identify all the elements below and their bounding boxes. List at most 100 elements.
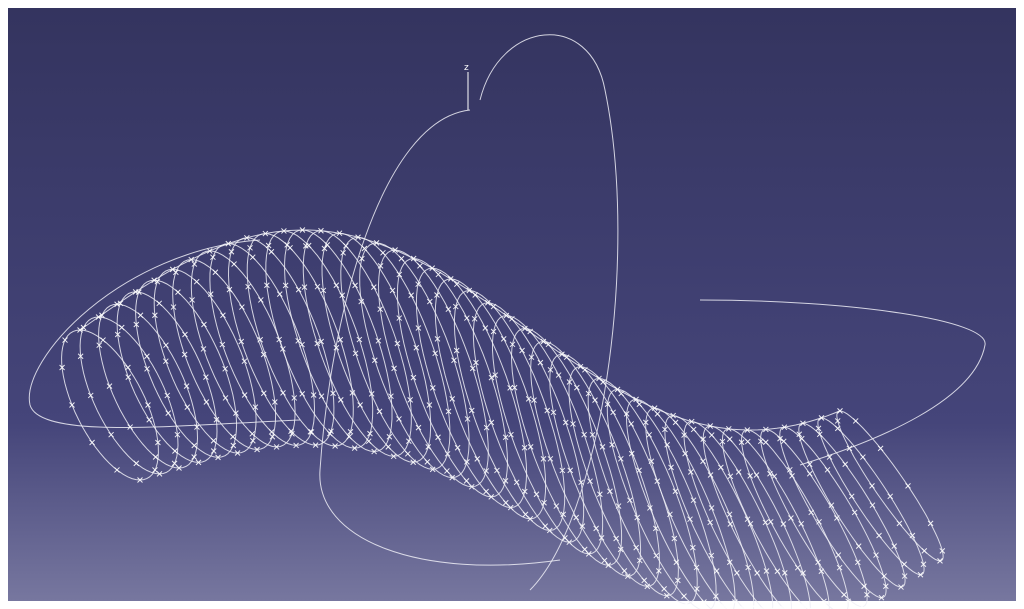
point-marker — [901, 561, 908, 568]
point-marker — [210, 437, 217, 444]
point-marker — [191, 442, 198, 449]
point-marker — [734, 570, 740, 576]
point-marker — [859, 603, 865, 609]
point-marker — [377, 306, 384, 313]
point-marker — [318, 338, 325, 345]
point-marker — [69, 402, 75, 408]
point-marker — [511, 384, 518, 391]
point-marker — [601, 557, 608, 564]
point-marker — [614, 386, 621, 393]
point-marker — [164, 392, 171, 399]
point-marker — [826, 454, 833, 460]
point-marker — [302, 243, 309, 249]
point-marker — [815, 425, 822, 432]
point-marker — [337, 397, 344, 403]
point-marker — [744, 438, 751, 445]
point-marker — [295, 337, 302, 344]
point-marker — [763, 426, 769, 433]
point-marker — [429, 466, 436, 473]
point-marker — [673, 559, 680, 566]
point-marker — [767, 518, 774, 525]
point-marker — [896, 520, 903, 527]
point-marker — [125, 364, 131, 371]
point-marker — [444, 468, 450, 474]
point-marker — [605, 562, 612, 569]
point-marker — [589, 431, 596, 438]
point-marker — [500, 336, 507, 342]
point-marker — [744, 427, 751, 433]
point-marker — [671, 535, 678, 542]
point-marker — [788, 515, 794, 521]
point-marker — [347, 428, 354, 435]
point-marker — [482, 325, 489, 331]
point-marker — [295, 286, 302, 293]
point-marker — [824, 466, 831, 473]
point-marker — [653, 552, 660, 559]
point-marker — [234, 450, 241, 456]
point-marker — [636, 401, 643, 408]
point-marker — [627, 497, 633, 504]
point-marker — [690, 497, 697, 504]
point-marker — [570, 421, 576, 427]
point-marker — [780, 438, 787, 445]
point-marker — [182, 331, 188, 338]
point-marker — [780, 521, 787, 527]
point-marker — [788, 606, 795, 609]
point-marker — [144, 353, 150, 360]
point-marker — [152, 454, 159, 460]
point-marker — [522, 511, 529, 518]
point-marker — [133, 321, 140, 328]
point-marker — [854, 559, 861, 566]
point-marker — [828, 502, 835, 509]
point-marker — [390, 453, 397, 460]
axis-label: z — [464, 63, 469, 73]
point-marker — [174, 431, 181, 438]
point-marker — [163, 342, 169, 349]
point-marker — [398, 255, 405, 262]
point-marker — [463, 478, 470, 484]
boundary-curve — [479, 34, 619, 591]
point-marker — [707, 519, 714, 526]
point-marker — [761, 606, 767, 609]
point-marker — [445, 306, 452, 313]
point-marker — [355, 234, 361, 241]
point-marker — [435, 271, 442, 278]
point-marker — [346, 433, 353, 440]
point-marker — [333, 282, 340, 289]
point-marker — [413, 344, 420, 351]
point-marker — [183, 383, 190, 389]
point-marker — [668, 464, 674, 471]
point-marker — [835, 552, 842, 558]
point-marker — [848, 493, 855, 500]
point-marker — [435, 434, 441, 441]
point-marker — [667, 511, 673, 518]
point-marker — [376, 408, 383, 415]
point-marker — [841, 591, 847, 598]
point-marker — [371, 448, 377, 455]
point-marker — [152, 312, 158, 319]
point-marker — [320, 287, 327, 294]
point-marker — [647, 505, 653, 511]
point-marker — [333, 344, 340, 351]
point-marker — [531, 397, 537, 403]
point-marker — [719, 438, 726, 445]
point-marker — [452, 303, 459, 310]
point-marker — [878, 594, 885, 601]
point-marker — [281, 228, 287, 234]
point-marker — [170, 304, 177, 310]
point-marker — [407, 397, 414, 403]
point-marker — [771, 473, 778, 480]
point-marker — [528, 354, 535, 361]
point-marker — [579, 523, 586, 529]
point-marker — [114, 331, 121, 338]
point-marker — [815, 559, 821, 566]
point-marker — [114, 467, 120, 473]
point-marker — [210, 254, 216, 261]
point-marker — [367, 430, 373, 437]
point-marker — [670, 412, 677, 419]
wireframe — [28, 34, 986, 609]
point-marker — [273, 444, 280, 450]
point-marker — [472, 292, 479, 298]
point-marker — [464, 416, 471, 422]
point-marker — [445, 408, 452, 415]
